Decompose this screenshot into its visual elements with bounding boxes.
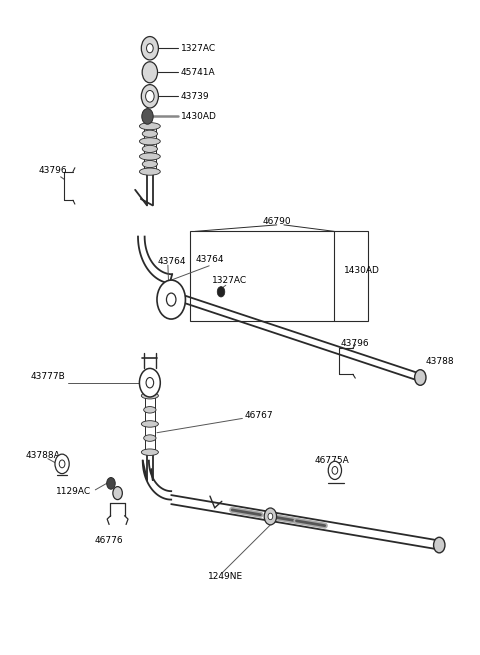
Text: 43777B: 43777B [30,371,65,381]
Ellipse shape [141,421,158,427]
Text: 43788A: 43788A [25,451,60,460]
Text: 46776: 46776 [95,536,123,545]
Circle shape [157,280,185,319]
Text: 46775A: 46775A [315,456,350,465]
Text: 43764: 43764 [158,257,186,267]
Circle shape [217,287,225,297]
Text: 1327AC: 1327AC [180,44,216,53]
Circle shape [264,508,276,525]
Ellipse shape [141,392,158,399]
Circle shape [113,487,122,500]
Ellipse shape [141,449,158,455]
Circle shape [55,454,69,474]
Bar [190,231,368,321]
Ellipse shape [139,122,160,130]
Circle shape [268,513,273,519]
Text: 1129AC: 1129AC [56,487,91,496]
Circle shape [141,84,158,108]
Circle shape [145,90,154,102]
Circle shape [328,461,342,479]
Circle shape [146,377,154,388]
Circle shape [433,537,445,553]
Text: 1430AD: 1430AD [180,112,216,121]
Ellipse shape [139,138,160,145]
Circle shape [142,62,157,83]
Text: 43788: 43788 [426,357,455,365]
Circle shape [415,369,426,385]
Circle shape [332,466,338,474]
Text: 1327AC: 1327AC [212,276,247,285]
Ellipse shape [139,168,160,175]
Text: 46767: 46767 [245,411,274,420]
Text: 43796: 43796 [341,339,370,348]
Text: 1249NE: 1249NE [208,572,243,581]
Ellipse shape [142,130,157,138]
Circle shape [59,460,65,468]
Ellipse shape [144,435,156,441]
Circle shape [107,477,115,489]
Circle shape [167,293,176,306]
Ellipse shape [142,145,157,153]
Ellipse shape [139,153,160,160]
Ellipse shape [144,407,156,413]
Text: 43739: 43739 [180,92,209,101]
Text: 43764: 43764 [196,255,224,264]
Ellipse shape [142,160,157,168]
Text: 45741A: 45741A [180,67,216,77]
Text: 43796: 43796 [38,166,67,175]
Text: 1430AD: 1430AD [344,266,380,275]
Circle shape [142,109,153,124]
Circle shape [141,37,158,60]
Circle shape [139,368,160,397]
Circle shape [146,44,153,53]
Text: 46790: 46790 [263,217,291,226]
